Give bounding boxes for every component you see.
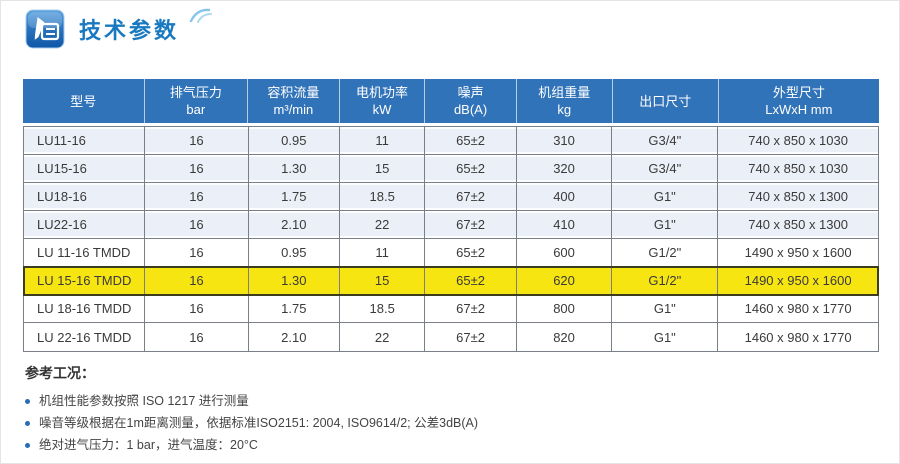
cell-outlet: G1" <box>612 323 719 351</box>
cell-pressure: 16 <box>145 183 249 210</box>
column-header-power: 电机功率 kW <box>340 79 426 123</box>
cell-flow: 1.75 <box>249 295 340 322</box>
cell-model: LU 22-16 TMDD <box>24 323 146 351</box>
cell-flow: 2.10 <box>249 211 340 238</box>
cell-power: 15 <box>340 155 426 182</box>
cell-noise: 65±2 <box>425 239 517 266</box>
cell-flow: 0.95 <box>249 239 340 266</box>
table-row: LU 18-16 TMDD 16 1.75 18.5 67±2 800 G1" 1460 x … <box>24 295 878 323</box>
cell-model: LU22-16 <box>24 211 146 238</box>
cell-dimensions: 1460 x 980 x 1770 <box>744 301 852 316</box>
page-title: 技术参数 <box>79 18 180 43</box>
cell-weight: 600 <box>517 239 613 266</box>
cell-weight: 620 <box>517 267 613 294</box>
cell-model: LU 15-16 TMDD <box>24 267 146 294</box>
cell-weight: 310 <box>517 127 613 154</box>
note-text: 噪音等级根据在1m距离测量，依据标准ISO2151: 2004, ISO9614… <box>39 416 479 430</box>
cell-dimensions: 1490 x 950 x 1600 <box>744 245 852 260</box>
cell-noise: 65±2 <box>425 127 517 154</box>
cell-weight: 400 <box>517 183 613 210</box>
bullet-dot-icon <box>25 398 30 404</box>
table-row: LU 11-16 TMDD 16 0.95 11 65±2 600 G1/2" 1490 x … <box>24 239 878 267</box>
cell-model: LU 11-16 TMDD <box>24 239 146 266</box>
cell-outlet: G1/2" <box>612 267 719 294</box>
spec-table: 型号 排气压力 bar 容积流量 m³/min 电机功率 kW 噪声 dB(A) 机组重量 kg 出口… <box>23 79 879 352</box>
cell-dimensions: 740 x 850 x 1300 <box>748 189 848 204</box>
cell-outlet: G1" <box>612 295 719 322</box>
cell-power: 15 <box>340 267 426 294</box>
column-header-noise: 噪声 dB(A) <box>425 79 517 123</box>
cell-outlet: G1/2" <box>612 239 719 266</box>
cell-pressure: 16 <box>145 211 249 238</box>
table-row: LU 22-16 TMDD 16 2.10 22 67±2 820 G1" 1460 x 98… <box>24 323 878 351</box>
reference-conditions: 参考工况： 机组性能参数按照 ISO 1217 进行测量噪音等级根据在1m距离测… <box>25 363 478 456</box>
cell-model: LU11-16 <box>24 127 146 154</box>
cell-dimensions: 740 x 850 x 1300 <box>748 217 848 232</box>
cell-flow: 0.95 <box>249 127 340 154</box>
table-row: LU18-16 16 1.75 18.5 67±2 400 G1" 740 x 850 x 1… <box>24 183 878 211</box>
cell-pressure: 16 <box>145 323 249 351</box>
cell-pressure: 16 <box>145 239 249 266</box>
note-item: 噪音等级根据在1m距离测量，依据标准ISO2151: 2004, ISO9614… <box>25 412 478 434</box>
column-header-pressure: 排气压力 bar <box>145 79 249 123</box>
cell-weight: 320 <box>517 155 613 182</box>
title-bar: 技术参数 <box>25 8 215 49</box>
cell-dimensions: 1460 x 980 x 1770 <box>744 329 852 345</box>
bullet-dot-icon <box>25 442 30 448</box>
note-item: 机组性能参数按照 ISO 1217 进行测量 <box>25 390 478 412</box>
column-header-dimensions: 外型尺寸 LxWxH mm <box>765 85 833 117</box>
cell-pressure: 16 <box>145 155 249 182</box>
cell-noise: 67±2 <box>425 211 517 238</box>
note-text: 绝对进气压力：1 bar，进气温度：20°C <box>39 438 258 452</box>
cell-weight: 820 <box>517 323 613 351</box>
column-header-model: 型号 <box>23 79 145 123</box>
cell-noise: 67±2 <box>425 323 517 351</box>
table-row-highlighted: LU 15-16 TMDD 16 1.30 15 65±2 620 G1/2" 1490 x … <box>23 266 879 296</box>
table-header-row: 型号 排气压力 bar 容积流量 m³/min 电机功率 kW 噪声 dB(A) 机组重量 kg 出口… <box>23 79 879 123</box>
cell-model: LU 18-16 TMDD <box>24 295 146 322</box>
cell-dimensions: 740 x 850 x 1030 <box>748 161 848 176</box>
cell-pressure: 16 <box>145 127 249 154</box>
cell-dimensions: 1490 x 950 x 1600 <box>744 273 852 288</box>
cell-model: LU18-16 <box>24 183 146 210</box>
table-row: LU15-16 16 1.30 15 65±2 320 G3/4" 740 x 850 x 1… <box>24 155 878 183</box>
cell-dimensions: 740 x 850 x 1030 <box>748 133 848 148</box>
table-body: LU11-16 16 0.95 11 65±2 310 G3/4" 740 x 850 x 1… <box>23 126 879 352</box>
cell-flow: 2.10 <box>249 323 340 351</box>
cell-outlet: G1" <box>612 183 719 210</box>
cell-pressure: 16 <box>145 295 249 322</box>
cell-flow: 1.30 <box>249 155 340 182</box>
cell-power: 22 <box>340 323 426 351</box>
cell-noise: 67±2 <box>425 295 517 322</box>
table-row: LU11-16 16 0.95 11 65±2 310 G3/4" 740 x 850 x 1… <box>24 127 878 155</box>
cell-flow: 1.75 <box>249 183 340 210</box>
cell-outlet: G3/4" <box>612 155 719 182</box>
cell-weight: 800 <box>517 295 613 322</box>
cell-outlet: G1" <box>612 211 719 238</box>
swoosh-icon <box>179 8 215 42</box>
cell-weight: 410 <box>517 211 613 238</box>
cell-power: 11 <box>340 239 426 266</box>
cell-flow: 1.30 <box>249 267 340 294</box>
cell-model: LU15-16 <box>24 155 146 182</box>
cell-power: 18.5 <box>340 183 426 210</box>
cell-noise: 65±2 <box>425 155 517 182</box>
cell-power: 22 <box>340 211 426 238</box>
cell-power: 18.5 <box>340 295 426 322</box>
cell-noise: 65±2 <box>425 267 517 294</box>
table-row: LU22-16 16 2.10 22 67±2 410 G1" 740 x 850 x 130… <box>24 211 878 239</box>
cell-outlet: G3/4" <box>612 127 719 154</box>
column-header-outlet: 出口尺寸 <box>613 79 719 123</box>
cell-pressure: 16 <box>145 267 249 294</box>
notes-list: 机组性能参数按照 ISO 1217 进行测量噪音等级根据在1m距离测量，依据标准… <box>25 390 478 456</box>
column-header-flow: 容积流量 m³/min <box>248 79 340 123</box>
column-header-weight: 机组重量 kg <box>517 79 613 123</box>
note-item: 绝对进气压力：1 bar，进气温度：20°C <box>25 434 478 456</box>
note-text: 机组性能参数按照 ISO 1217 进行测量 <box>39 394 249 408</box>
cell-noise: 67±2 <box>425 183 517 210</box>
notes-heading: 参考工况： <box>25 365 95 381</box>
pen-document-icon <box>25 9 65 49</box>
bullet-dot-icon <box>25 420 30 426</box>
cell-power: 11 <box>340 127 426 154</box>
